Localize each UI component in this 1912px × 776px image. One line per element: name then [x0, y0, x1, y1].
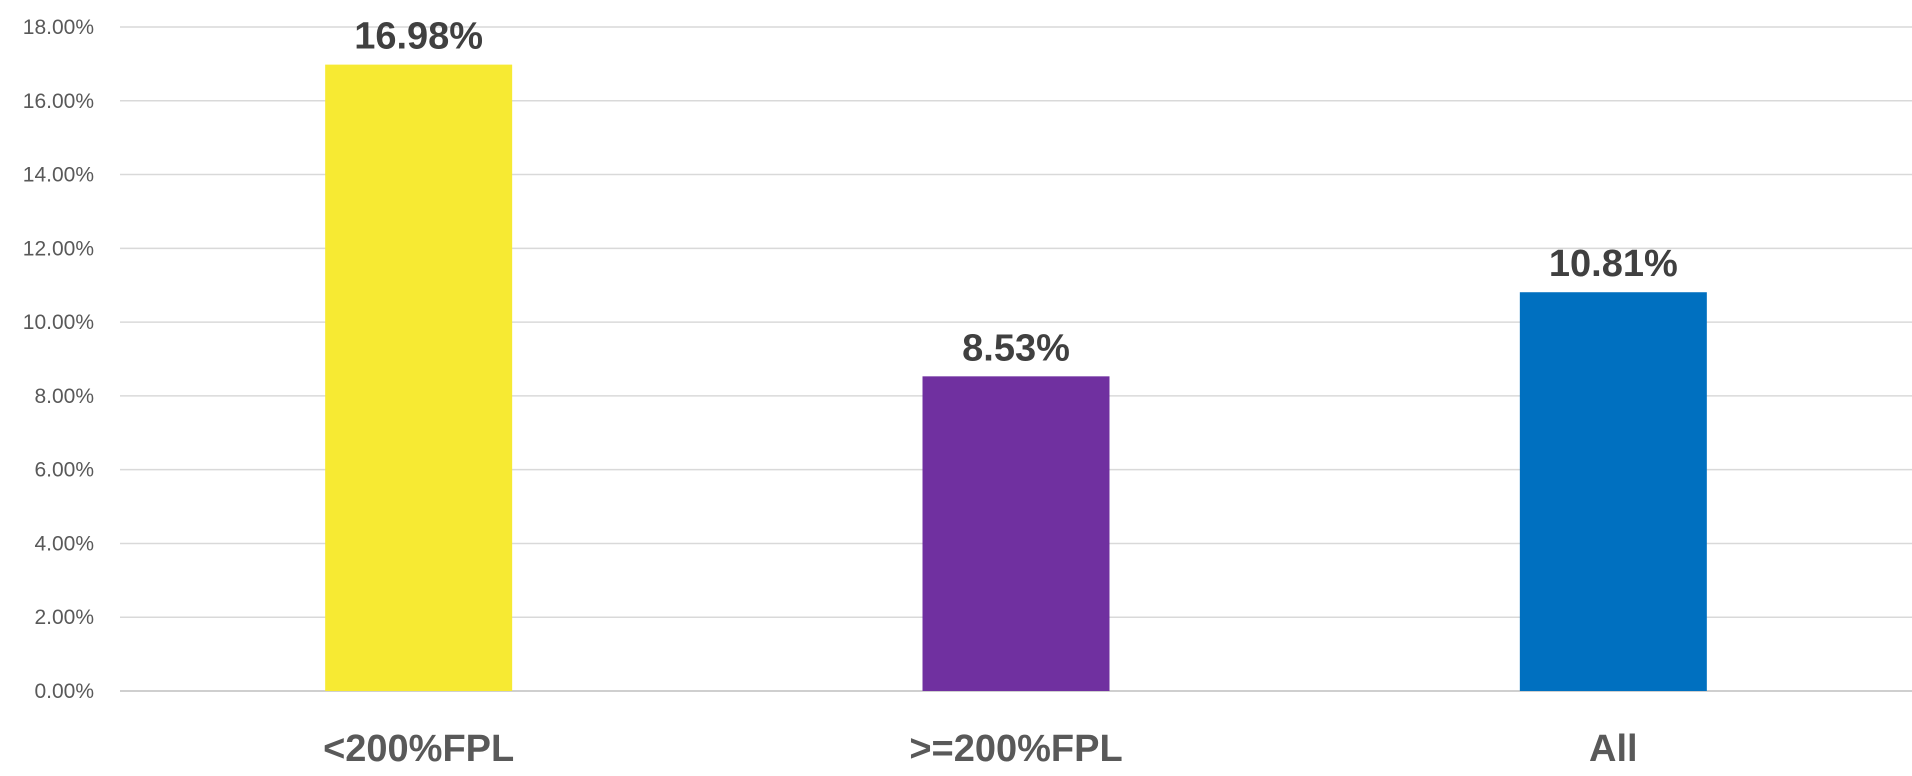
- y-tick-label: 6.00%: [34, 459, 94, 482]
- x-tick-label: >=200%FPL: [909, 728, 1122, 770]
- x-tick-label: All: [1589, 728, 1638, 770]
- bars: [325, 64, 1707, 692]
- y-tick-label: 10.00%: [23, 311, 94, 334]
- y-tick-label: 0.00%: [34, 680, 94, 703]
- data-label: 16.98%: [354, 16, 483, 58]
- bar: [1519, 292, 1707, 691]
- y-tick-label: 4.00%: [34, 532, 94, 555]
- y-tick-label: 8.00%: [34, 385, 94, 408]
- y-axis-tick-labels: 0.00% 2.00% 4.00% 6.00% 8.00% 10.00% 12.00% 14.…: [23, 16, 94, 703]
- data-label: 10.81%: [1549, 243, 1678, 285]
- y-tick-label: 14.00%: [23, 164, 94, 187]
- bar: [922, 376, 1110, 691]
- data-labels: 16.98% 8.53% 10.81%: [354, 16, 1678, 370]
- bar: [325, 64, 513, 692]
- data-label: 8.53%: [962, 327, 1070, 369]
- y-tick-label: 12.00%: [23, 237, 94, 260]
- x-tick-label: <200%FPL: [323, 728, 514, 770]
- y-tick-label: 18.00%: [23, 16, 94, 39]
- x-axis-tick-labels: <200%FPL >=200%FPL All: [323, 728, 1638, 770]
- y-tick-label: 16.00%: [23, 90, 94, 113]
- y-tick-label: 2.00%: [34, 606, 94, 629]
